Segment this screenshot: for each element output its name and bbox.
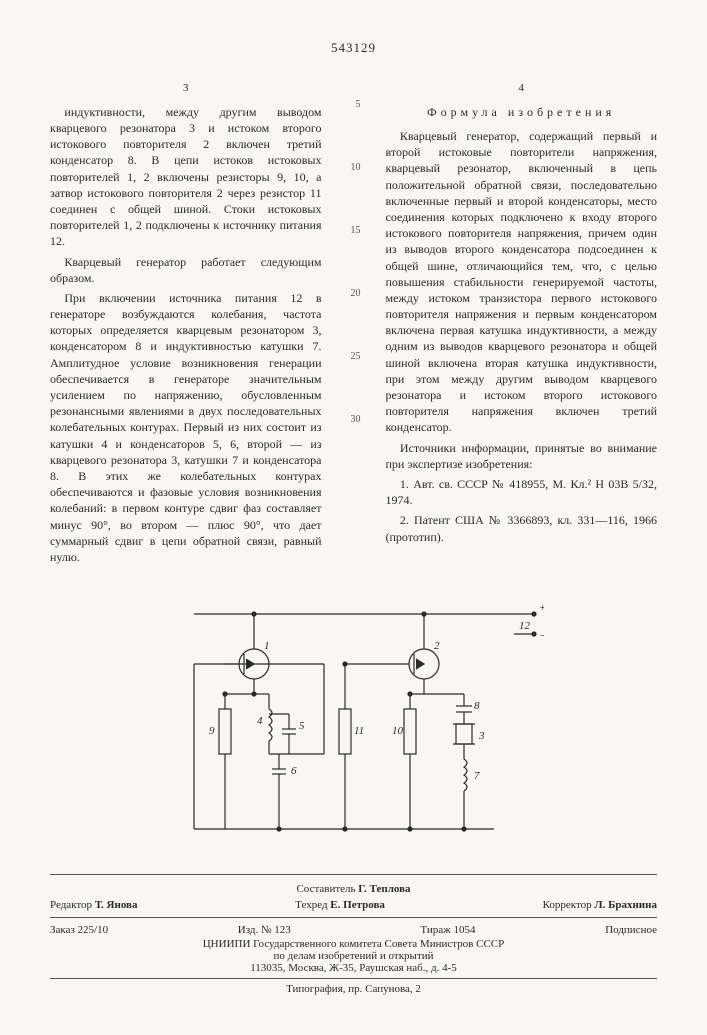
print-run: Тираж 1054 <box>420 924 475 936</box>
circuit-schematic: 1 2 3 4 5 6 7 8 9 10 11 12 + − <box>164 594 544 854</box>
line-num: 5 <box>347 99 361 110</box>
tech-line: Техред Е. Петрова <box>295 899 385 911</box>
left-column: 3 индуктивности, между другим выводом кв… <box>50 81 322 569</box>
two-column-body: 3 индуктивности, между другим выводом кв… <box>50 81 657 569</box>
claims-heading: Формула изобретения <box>386 104 658 120</box>
schematic-label: 8 <box>474 700 480 712</box>
reference: 2. Патент США № 3366893, кл. 331—116, 19… <box>386 512 658 544</box>
right-column: 4 Формула изобретения Кварцевый генерато… <box>386 81 658 569</box>
schematic-label: 12 <box>519 620 531 632</box>
line-num: 25 <box>347 351 361 362</box>
page-number-right: 4 <box>386 81 658 96</box>
line-num: 30 <box>347 414 361 425</box>
schematic-label: 1 <box>264 640 270 652</box>
schematic-minus: − <box>539 630 544 642</box>
line-num: 20 <box>347 288 361 299</box>
schematic-label: 7 <box>474 770 480 782</box>
line-num: 10 <box>347 162 361 173</box>
page-number-left: 3 <box>50 81 322 96</box>
schematic-label: 6 <box>291 765 297 777</box>
schematic-plus: + <box>539 602 544 614</box>
paragraph: Кварцевый генератор, содержащий первый и… <box>386 128 658 436</box>
schematic-label: 2 <box>434 640 440 652</box>
schematic-label: 10 <box>392 725 404 737</box>
schematic-label: 5 <box>299 720 305 732</box>
schematic-label: 11 <box>354 725 364 737</box>
line-number-gutter: 5 10 15 20 25 30 <box>347 81 361 569</box>
edition-number: Изд. № 123 <box>238 924 291 936</box>
schematic-label: 9 <box>209 725 215 737</box>
line-num: 15 <box>347 225 361 236</box>
typography-line: Типография, пр. Сапунова, 2 <box>50 983 657 995</box>
publisher-address: 113035, Москва, Ж-35, Раушская наб., д. … <box>50 962 657 974</box>
document-number: 543129 <box>50 40 657 56</box>
publisher-org: ЦНИИПИ Государственного комитета Совета … <box>50 938 657 950</box>
subscription-label: Подписное <box>605 924 657 936</box>
footer-block: Составитель Г. Теплова Редактор Т. Янова… <box>50 874 657 995</box>
paragraph: индуктивности, между другим выводом квар… <box>50 104 322 250</box>
publisher-dept: по делам изобретений и открытий <box>50 950 657 962</box>
reference: 1. Авт. св. СССР № 418955, М. Кл.² Н 03В… <box>386 476 658 508</box>
paragraph: При включении источника питания 12 в ген… <box>50 290 322 565</box>
order-number: Заказ 225/10 <box>50 924 108 936</box>
schematic-label: 3 <box>478 730 485 742</box>
corrector-line: Корректор Л. Брахнина <box>543 899 657 911</box>
editor-line: Редактор Т. Янова <box>50 899 138 911</box>
schematic-label: 4 <box>257 715 263 727</box>
paragraph: Источники информации, принятые во вниман… <box>386 440 658 472</box>
paragraph: Кварцевый генератор работает следующим о… <box>50 254 322 286</box>
compiler-line: Составитель Г. Теплова <box>296 883 410 895</box>
